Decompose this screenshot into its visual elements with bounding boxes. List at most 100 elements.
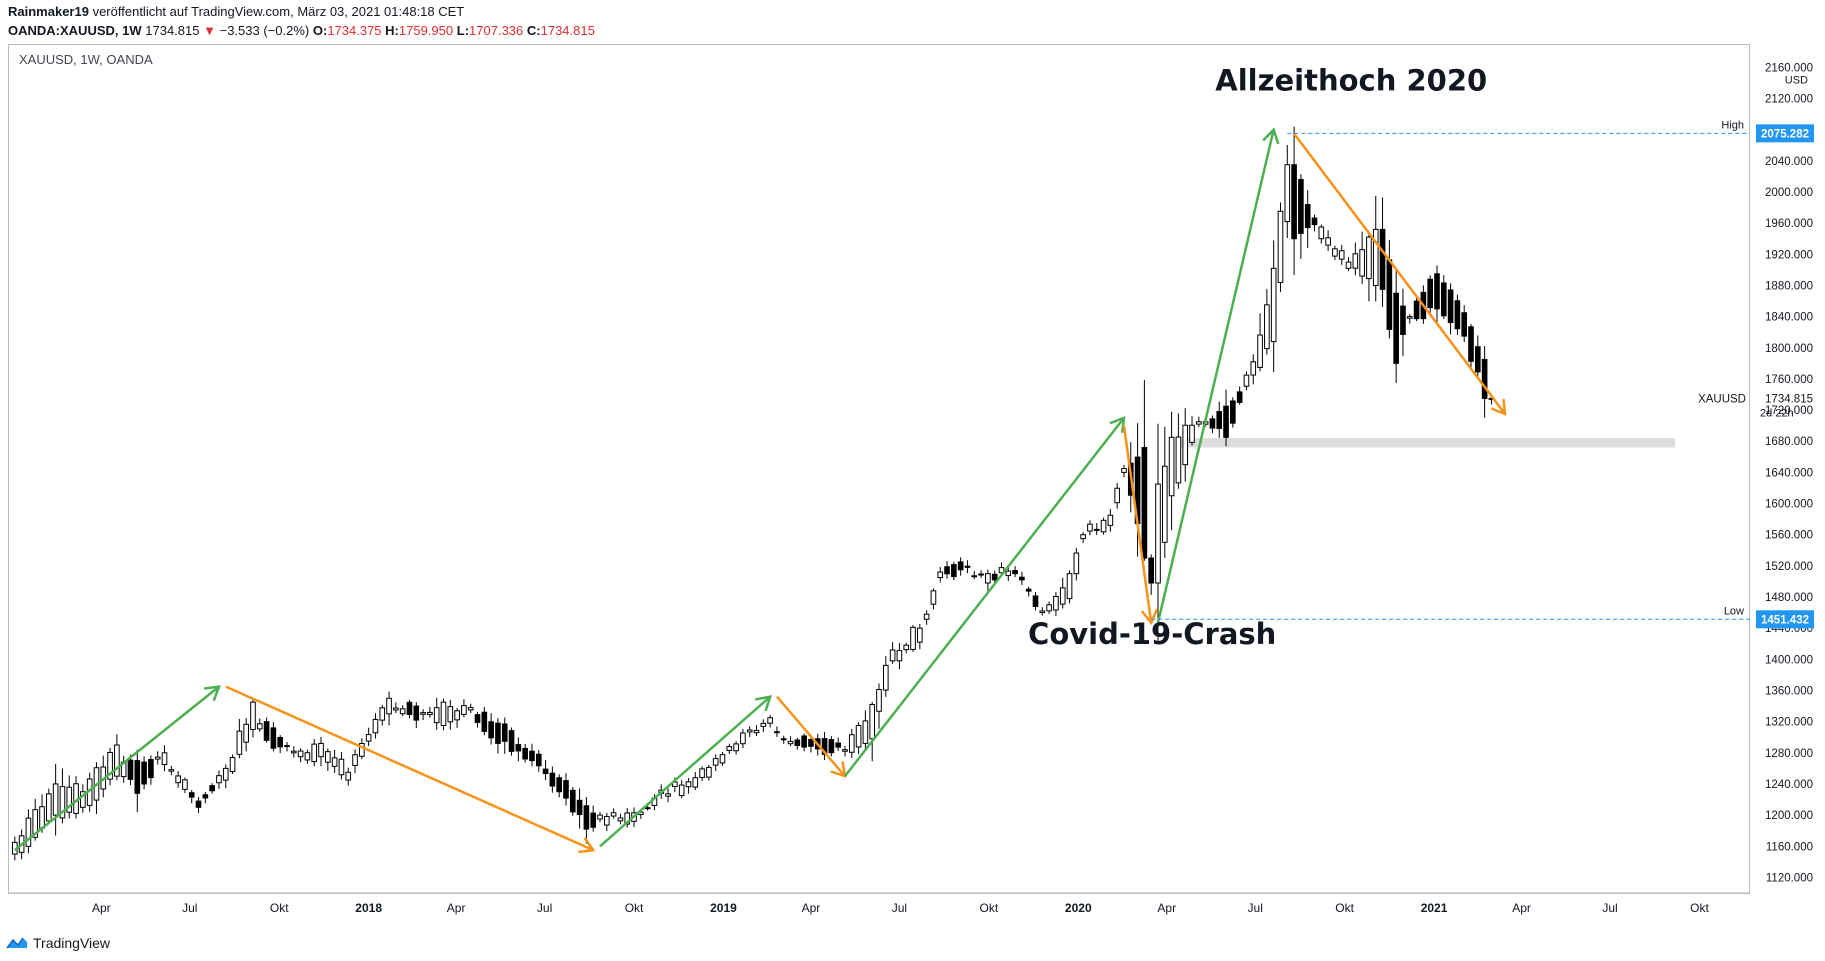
y-tick-label: 1400.000 (1765, 654, 1813, 666)
downtrend-arrow (775, 695, 846, 777)
y-tick-label: 1800.000 (1765, 343, 1813, 355)
arrow-head (1262, 127, 1280, 145)
high-price-value: 2075.282 (1761, 128, 1809, 140)
candle-body (985, 573, 991, 584)
candle-body (338, 758, 345, 776)
candle-body (753, 729, 760, 734)
y-tick-label: 1560.000 (1765, 530, 1813, 542)
candle-body (862, 720, 869, 744)
candle-body (1257, 334, 1263, 368)
arrow-head (1140, 608, 1159, 626)
candle-body (399, 708, 406, 715)
candle-body (1434, 273, 1440, 310)
candle-body (1413, 300, 1420, 320)
candle-body (447, 706, 454, 723)
x-tick-label: Apr (1512, 901, 1531, 915)
x-tick-label: Jul (1602, 901, 1617, 915)
author[interactable]: Rainmaker19 (8, 4, 89, 19)
x-tick-label: Jul (182, 901, 197, 915)
candle-body (542, 768, 549, 775)
candle-body (665, 793, 671, 797)
candle-body (767, 717, 773, 724)
y-tick-label: 1680.000 (1765, 436, 1813, 448)
candle-body (910, 626, 916, 650)
candle-body (1250, 361, 1257, 376)
candle-body (821, 738, 828, 755)
candle-body (889, 649, 896, 662)
candle-body (1304, 204, 1311, 229)
candle-body (393, 707, 399, 711)
candle-body (733, 743, 739, 752)
candle-body (175, 775, 181, 784)
candle-body (304, 752, 311, 761)
candle-body (365, 734, 372, 742)
x-tick-label: Apr (1157, 901, 1176, 915)
candle-body (1189, 424, 1195, 443)
candle-body (835, 742, 841, 748)
candle-body (1039, 610, 1046, 614)
candle-body (1114, 487, 1120, 504)
candle-body (1440, 282, 1447, 317)
brand-name: TradingView (33, 935, 111, 951)
candle-body (1230, 400, 1236, 424)
candle-body (964, 565, 971, 568)
candle-body (1393, 292, 1399, 364)
candle-body (685, 781, 692, 788)
uptrend-arrow (599, 695, 771, 848)
candle-body (1332, 248, 1338, 257)
candle-body (1468, 326, 1474, 362)
footer-branding[interactable]: TradingView (6, 935, 110, 951)
candle-body (508, 730, 515, 752)
y-tick-label: 1480.000 (1765, 592, 1813, 604)
candle-body (1209, 418, 1216, 429)
candle-body (406, 701, 413, 715)
low-label: Low (1724, 605, 1744, 617)
open-value: 1734.375 (327, 23, 382, 38)
candle-body (971, 575, 978, 578)
candle-body (930, 590, 937, 605)
candle-body (726, 746, 733, 751)
candle-body (1155, 483, 1161, 584)
y-tick-label: 2120.000 (1765, 94, 1813, 106)
candle-body (1236, 391, 1243, 403)
candle-body (277, 736, 284, 748)
candle-body (59, 786, 66, 819)
candle-body (331, 757, 338, 767)
downtrend-arrow (1293, 132, 1507, 415)
candle-body (1053, 595, 1059, 611)
candle-body (923, 613, 930, 620)
candle-body (379, 707, 386, 721)
x-tick-label: 2019 (710, 901, 737, 915)
low-label: L: (456, 23, 470, 38)
candle-body (896, 650, 903, 662)
candle-body (427, 711, 433, 716)
symbol-label: OANDA:XAUUSD, 1W (8, 23, 142, 38)
candle-body (386, 697, 392, 715)
candle-body (597, 814, 603, 820)
last-price-value: 1734.815 (1765, 394, 1813, 406)
candle-body (188, 792, 195, 798)
y-tick-label: 1160.000 (1766, 841, 1813, 853)
candle-body (311, 743, 318, 763)
candle-body (678, 784, 685, 797)
candle-body (522, 747, 528, 760)
candle-body (1264, 304, 1270, 350)
close-value: 1734.815 (540, 23, 595, 38)
x-tick-label: 2021 (1421, 901, 1448, 915)
candle-body (216, 775, 222, 784)
x-tick-label: Apr (447, 901, 466, 915)
candle-body (903, 644, 910, 651)
candle-body (1284, 164, 1291, 223)
x-tick-label: Okt (1335, 901, 1354, 915)
candle-body (535, 753, 542, 767)
candle-body (855, 724, 862, 748)
candle-body (202, 794, 209, 799)
x-tick-label: Okt (625, 901, 644, 915)
annotation-ath: Allzeithoch 2020 (1215, 64, 1487, 98)
candle-body (488, 721, 494, 739)
candle-body (991, 573, 998, 581)
candle-body (1032, 595, 1039, 607)
candle-body (569, 789, 576, 813)
candle-body (780, 738, 787, 741)
